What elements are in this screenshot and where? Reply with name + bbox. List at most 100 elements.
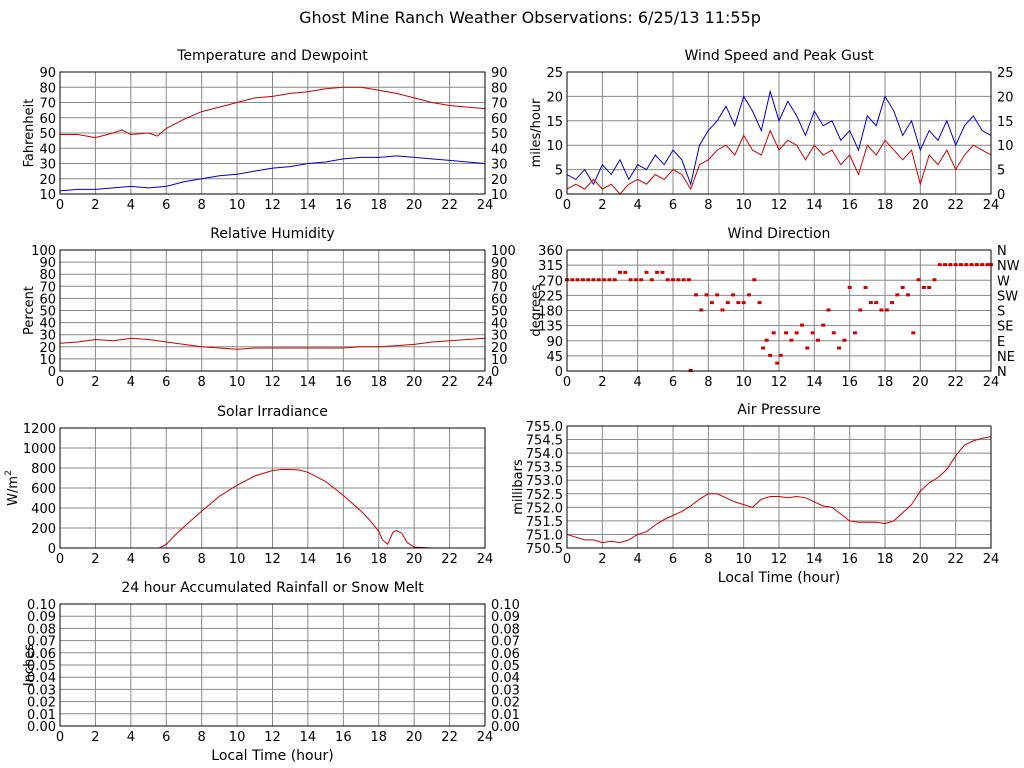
- y-tick-label: 100: [31, 244, 56, 259]
- y-tick-label-right: NE: [997, 350, 1015, 365]
- y-tick-label-right: 0.10: [491, 598, 520, 613]
- x-tick-label: 24: [983, 375, 1000, 390]
- y-tick-label: 600: [31, 482, 56, 497]
- plot-frame: [59, 427, 486, 549]
- y-axis-label: miles/hour: [529, 98, 544, 167]
- y-tick-label-right: SE: [997, 320, 1013, 335]
- y-tick-label: 70: [39, 97, 56, 112]
- data-point: [596, 278, 601, 282]
- y-axis-label: W/m2: [4, 470, 21, 506]
- y-tick-label-right: 0.09: [491, 610, 520, 625]
- x-tick-label: 2: [598, 198, 606, 213]
- x-tick-label: 4: [127, 552, 135, 567]
- x-tick-label: 2: [91, 730, 99, 745]
- x-tick-label: 10: [229, 375, 246, 390]
- x-tick-label: 18: [877, 198, 894, 213]
- y-tick-label: 400: [31, 502, 56, 517]
- data-point: [953, 263, 958, 267]
- x-tick-label: 14: [806, 198, 823, 213]
- y-tick-label: 225: [538, 289, 563, 304]
- y-tick-label-right: 0.08: [491, 622, 520, 637]
- data-point: [775, 361, 780, 365]
- x-tick-label: 2: [598, 552, 606, 567]
- y-tick-label: 752.5: [526, 488, 563, 503]
- x-tick-label: 4: [127, 730, 135, 745]
- x-tick-label: 4: [127, 375, 135, 390]
- x-tick-label: 18: [370, 730, 387, 745]
- y-tick-label: 30: [39, 329, 56, 344]
- x-tick-label: 20: [912, 198, 929, 213]
- x-tick-label: 16: [335, 730, 352, 745]
- y-tick-label-right: 10: [997, 139, 1014, 154]
- data-point: [927, 285, 932, 289]
- data-point: [681, 278, 686, 282]
- y-tick-label: 1200: [23, 422, 56, 437]
- data-point: [644, 270, 649, 274]
- y-tick-label-right: 70: [491, 97, 508, 112]
- grid: [59, 71, 486, 195]
- y-axis-label-text: degrees: [529, 284, 544, 337]
- data-point: [895, 293, 900, 297]
- x-tick-label: 24: [477, 552, 494, 567]
- grid: [59, 603, 486, 727]
- plot-frame: [59, 603, 486, 727]
- y-tick-label-right: W: [997, 274, 1010, 289]
- x-tick-label: 24: [983, 198, 1000, 213]
- y-tick-label: 40: [39, 142, 56, 157]
- data-point: [778, 353, 783, 357]
- data-point: [815, 338, 820, 342]
- x-tick-label: 18: [370, 552, 387, 567]
- data-point: [612, 278, 617, 282]
- y-tick-label-right: E: [997, 335, 1005, 350]
- y-tick-label: 200: [31, 522, 56, 537]
- y-tick-label-right: 40: [491, 142, 508, 157]
- y-tick-label: 750.5: [526, 542, 563, 557]
- data-point: [649, 278, 654, 282]
- y-tick-label-right: 100: [491, 244, 516, 259]
- x-tick-label: 6: [162, 198, 170, 213]
- y-tick-label: 0.09: [27, 610, 56, 625]
- x-tick-label: 4: [634, 198, 642, 213]
- x-tick-label: 12: [264, 375, 281, 390]
- y-tick-label-right: 30: [491, 329, 508, 344]
- x-tick-label: 12: [264, 198, 281, 213]
- y-axis-label: millibars: [511, 459, 526, 515]
- y-tick-label: 90: [39, 256, 56, 271]
- x-tick-label: 20: [406, 730, 423, 745]
- data-point: [633, 278, 638, 282]
- data-point: [921, 285, 926, 289]
- data-point: [948, 263, 953, 267]
- data-point: [784, 331, 789, 335]
- y-tick-label-right: 0.01: [491, 708, 520, 723]
- data-point: [720, 308, 725, 312]
- x-tick-label: 6: [162, 375, 170, 390]
- x-tick-label: 0: [563, 198, 571, 213]
- data-point: [837, 346, 842, 350]
- y-tick-label: 10: [546, 139, 563, 154]
- data-point: [741, 301, 746, 305]
- data-point: [943, 263, 948, 267]
- y-tick-label-right: 0.06: [491, 647, 520, 662]
- y-tick-label-right: SW: [997, 289, 1018, 304]
- data-point: [586, 278, 591, 282]
- x-tick-label: 22: [947, 375, 964, 390]
- y-tick-label: 755.0: [526, 420, 563, 435]
- series-line-0: [59, 337, 486, 350]
- x-tick-label: 14: [300, 730, 317, 745]
- y-tick-label-right: N: [997, 244, 1007, 259]
- x-tick-label: 20: [406, 375, 423, 390]
- y-tick-label-right: 0.05: [491, 659, 520, 674]
- series-line-1: [59, 155, 486, 192]
- chart-title: Solar Irradiance: [217, 404, 328, 420]
- data-point: [768, 353, 773, 357]
- x-tick-label: 14: [300, 375, 317, 390]
- x-tick-label: 6: [669, 552, 677, 567]
- data-point: [660, 270, 665, 274]
- chart-title: Wind Direction: [728, 226, 831, 242]
- y-tick-label: 45: [546, 350, 563, 365]
- y-tick-label: 25: [546, 66, 563, 81]
